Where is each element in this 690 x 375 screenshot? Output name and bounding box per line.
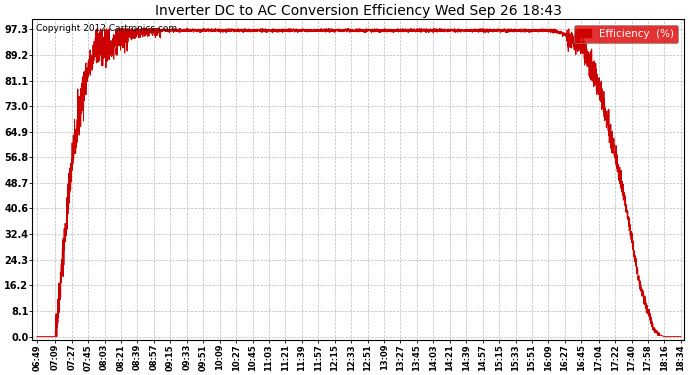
Title: Inverter DC to AC Conversion Efficiency Wed Sep 26 18:43: Inverter DC to AC Conversion Efficiency … <box>155 4 562 18</box>
Legend: Efficiency  (%): Efficiency (%) <box>574 24 678 43</box>
Text: Copyright 2012 Cartronics.com: Copyright 2012 Cartronics.com <box>36 24 177 33</box>
